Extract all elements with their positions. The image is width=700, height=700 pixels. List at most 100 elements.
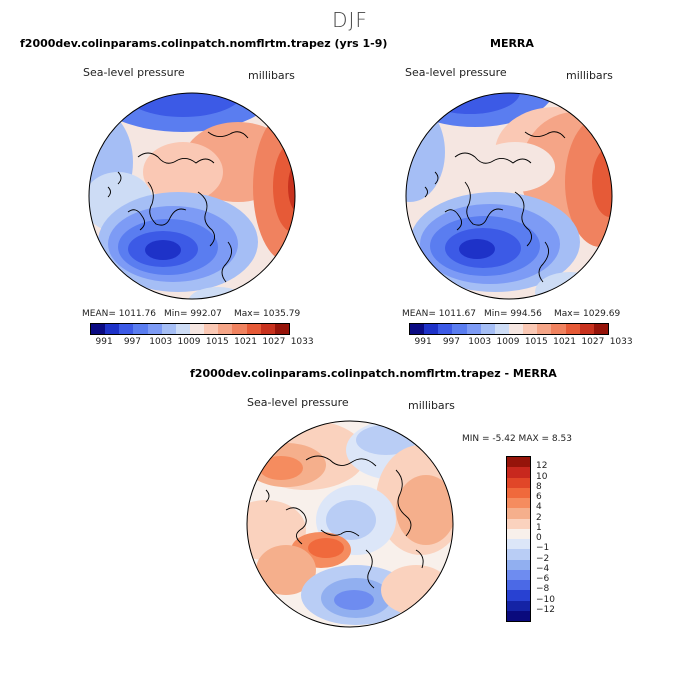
panel3-colorbar-swatch-10	[507, 559, 530, 570]
panel1-colorbar-swatch-3	[133, 324, 148, 334]
season-title: DJF	[332, 8, 368, 32]
panel3-colorbar-swatch-5	[507, 508, 530, 519]
panel3-colorbar-swatch-7	[507, 528, 530, 539]
panel3-colorbar-swatch-14	[507, 600, 530, 611]
panel3-minmax: MIN = -5.42 MAX = 8.53	[462, 434, 572, 444]
panel1-colorbar-swatch-6	[175, 324, 190, 334]
panel2-colorbar-tick-7: 1033	[609, 337, 633, 347]
panel1-colorbar	[90, 323, 290, 335]
panel2-colorbar-swatch-13	[593, 324, 608, 334]
panel1-colorbar-swatch-8	[204, 324, 219, 334]
panel2-colorbar-swatch-0	[410, 324, 425, 334]
panel2-colorbar-ticks: 991 997 1003 1009 1015 1021 1027 1033	[409, 337, 633, 349]
panel1-colorbar-swatch-2	[119, 324, 134, 334]
panel1-colorbar-swatch-10	[232, 324, 247, 334]
panel1-colorbar-tick-1: 997	[123, 337, 142, 347]
panel3-colorbar-swatch-8	[507, 539, 530, 550]
panel3-colorbar-swatch-1	[507, 467, 530, 478]
panel3-colorbar-swatch-3	[507, 487, 530, 498]
panel1-colorbar-tick-3: 1009	[177, 337, 201, 347]
panel2-colorbar-tick-4: 1015	[524, 337, 548, 347]
panel3-colorbar-tick-3: 6	[536, 492, 542, 502]
panel1-variable-label: Sea-level pressure	[83, 66, 185, 79]
panel2-colorbar-swatch-9	[537, 324, 552, 334]
panel1-colorbar-swatch-1	[105, 324, 120, 334]
panel3-colorbar-tick-7: 0	[536, 533, 542, 543]
panel1-colorbar-tick-2: 1003	[149, 337, 173, 347]
panel3-units-label: millibars	[408, 399, 455, 412]
panel1-colorbar-tick-0: 991	[95, 337, 113, 347]
panel3-colorbar-ticks: 12 10 8 6 4 2 1 0 −1 −2 −4 −6 −8 −10 −12	[536, 456, 576, 620]
panel1-units-label: millibars	[248, 69, 295, 82]
panel3-colorbar-swatch-12	[507, 580, 530, 591]
panel3-colorbar-swatch-11	[507, 569, 530, 580]
panel3-colorbar-swatch-9	[507, 549, 530, 560]
panel1-colorbar-tick-5: 1021	[234, 337, 258, 347]
panel3-colorbar	[506, 456, 531, 622]
panel2-variable-label: Sea-level pressure	[405, 66, 507, 79]
panel3-colorbar-tick-13: −10	[536, 594, 555, 605]
panel2-min: Min= 994.56	[484, 309, 542, 319]
panel2-colorbar-tick-6: 1027	[581, 337, 605, 347]
panel2-mean: MEAN= 1011.67	[402, 309, 476, 319]
panel2-colorbar-tick-0: 991	[414, 337, 432, 347]
panel2-colorbar-tick-5: 1021	[553, 337, 577, 347]
panel1-colorbar-tick-7: 1033	[290, 337, 314, 347]
panel1-colorbar-swatch-13	[274, 324, 289, 334]
panel1-colorbar-tick-4: 1015	[205, 337, 229, 347]
panel2-colorbar-swatch-5	[480, 324, 495, 334]
panel1-map	[88, 92, 296, 300]
panel3-colorbar-tick-10: −4	[536, 563, 550, 574]
panel3-colorbar-tick-6: 1	[536, 522, 542, 533]
panel2-max: Max= 1029.69	[554, 309, 621, 319]
panel1-colorbar-tick-6: 1027	[262, 337, 286, 347]
panel1-colorbar-swatch-11	[246, 324, 261, 334]
panel3-colorbar-swatch-6	[507, 518, 530, 529]
panel2-colorbar	[409, 323, 609, 335]
panel1-colorbar-ticks: 991 997 1003 1009 1015 1021 1027 1033	[90, 337, 314, 349]
panel2-colorbar-swatch-8	[523, 324, 538, 334]
panel3-colorbar-tick-0: 12	[536, 461, 548, 472]
panel1-colorbar-swatch-9	[218, 324, 233, 334]
panel2-colorbar-tick-3: 1009	[496, 337, 520, 347]
panel2-units-label: millibars	[566, 69, 613, 82]
panel2-colorbar-swatch-3	[452, 324, 467, 334]
panel2-colorbar-swatch-10	[551, 324, 566, 334]
panel1-colorbar-swatch-0	[91, 324, 106, 334]
panel1-colorbar-swatch-5	[161, 324, 176, 334]
panel3-colorbar-tick-14: −12	[536, 604, 555, 615]
panel1-min: Min= 992.07	[164, 309, 222, 319]
panel3-map	[246, 420, 454, 628]
panel3-colorbar-swatch-2	[507, 477, 530, 488]
panel3-colorbar-tick-1: 10	[536, 471, 548, 482]
panel2-colorbar-tick-2: 1003	[468, 337, 492, 347]
panel2-colorbar-swatch-11	[565, 324, 580, 334]
panel2-colorbar-swatch-1	[424, 324, 439, 334]
panel3-colorbar-tick-4: 4	[536, 502, 542, 513]
panel2-colorbar-tick-1: 997	[442, 337, 461, 347]
panel3-colorbar-swatch-15	[507, 610, 530, 621]
panel3-colorbar-swatch-0	[507, 457, 530, 468]
panel3-colorbar-tick-8: −1	[536, 543, 550, 554]
panel3-colorbar-tick-12: −8	[536, 584, 550, 595]
panel3-colorbar-tick-11: −6	[536, 574, 550, 584]
panel2-colorbar-swatch-6	[494, 324, 509, 334]
panel3-title: f2000dev.colinparams.colinpatch.nomflrtm…	[190, 367, 557, 380]
panel3-colorbar-swatch-4	[507, 498, 530, 509]
panel1-max: Max= 1035.79	[234, 309, 301, 319]
panel2-title: MERRA	[490, 37, 534, 50]
panel2-colorbar-swatch-12	[579, 324, 594, 334]
panel2-colorbar-swatch-7	[508, 324, 524, 334]
panel3-colorbar-swatch-13	[507, 590, 530, 601]
panel2-colorbar-swatch-4	[466, 324, 481, 334]
panel3-colorbar-tick-9: −2	[536, 553, 550, 564]
panel1-mean: MEAN= 1011.76	[82, 309, 156, 319]
panel2-map	[405, 92, 613, 300]
panel1-colorbar-swatch-12	[260, 324, 275, 334]
panel1-colorbar-swatch-7	[189, 324, 205, 334]
panel2-colorbar-swatch-2	[438, 324, 453, 334]
panel3-colorbar-tick-2: 8	[536, 481, 542, 492]
panel3-colorbar-tick-5: 2	[536, 512, 542, 523]
panel1-colorbar-swatch-4	[147, 324, 162, 334]
panel3-variable-label: Sea-level pressure	[247, 396, 349, 409]
